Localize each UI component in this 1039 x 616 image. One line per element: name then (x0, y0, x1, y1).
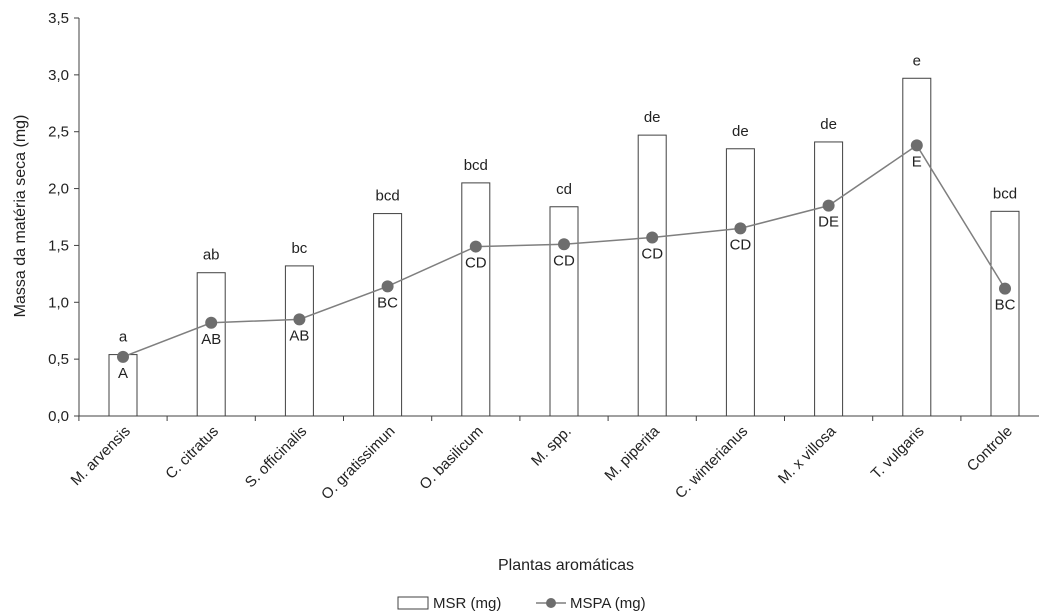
x-tick-label: Controle (964, 423, 1016, 475)
y-tick-label: 3,5 (48, 10, 69, 27)
line-point (999, 282, 1011, 295)
legend: MSR (mg) MSPA (mg) (397, 595, 646, 612)
line-point (469, 240, 482, 253)
line-data-label: CD (641, 245, 663, 262)
y-tick-label: 0,0 (48, 408, 69, 425)
bar-data-label: e (913, 52, 921, 69)
bar (196, 272, 226, 417)
bar (373, 213, 403, 417)
line-point (293, 313, 306, 326)
line-data-label: CD (730, 236, 752, 253)
line-point (117, 350, 129, 363)
bars (108, 77, 1020, 417)
bar-data-label: bcd (993, 185, 1017, 202)
bar-data-label: a (119, 329, 128, 346)
bar-data-label: ab (203, 247, 220, 264)
x-tick-label: C. citratus (162, 423, 222, 483)
line-point (558, 238, 570, 251)
bar-data-label: de (732, 123, 749, 140)
line-data-label: BC (377, 294, 398, 311)
line-data-label: BC (995, 297, 1016, 314)
line-point (381, 280, 394, 293)
x-tick-label: C. winterianus (672, 423, 751, 502)
bar-labels: a ab bc bcd bcd cd de de de e bcd (119, 52, 1017, 345)
line-data-label: A (118, 365, 128, 382)
bar (284, 265, 314, 417)
y-axis-title: Massa da matéria seca (mg) (12, 115, 29, 318)
line-point (910, 139, 923, 152)
y-tick-label: 2,5 (48, 124, 69, 141)
x-tick-label: M. spp. (528, 423, 575, 470)
bar-data-label: bcd (376, 188, 400, 205)
x-axis-title: Plantas aromáticas (498, 557, 634, 574)
y-tick-label: 1,0 (48, 294, 69, 311)
bar (990, 210, 1020, 417)
legend-line-label: MSPA (mg) (570, 595, 646, 612)
legend-bar-label: MSR (mg) (433, 595, 501, 612)
x-axis: M. arvensis C. citratus S. officinalis O. g… (68, 415, 1039, 503)
x-tick-label: S. officinalis (242, 423, 310, 491)
x-tick-label: M. arvensis (68, 423, 134, 489)
bar (549, 206, 579, 417)
bar (637, 134, 667, 417)
line-data-label: AB (289, 327, 309, 344)
line-point (205, 316, 218, 329)
bar-data-label: bc (291, 240, 307, 257)
y-tick-label: 3,0 (48, 67, 69, 84)
legend-line-marker (546, 598, 556, 608)
bar (814, 141, 844, 417)
bar-data-label: cd (556, 181, 572, 198)
y-tick-label: 2,0 (48, 181, 69, 198)
line-data-label: CD (465, 255, 487, 272)
bar-data-label: de (820, 116, 837, 133)
bar (461, 182, 491, 417)
line-point (734, 222, 747, 235)
bar-data-label: bcd (464, 157, 488, 174)
legend-bar-swatch (397, 596, 429, 610)
x-tick-label: M. x villosa (775, 422, 840, 487)
line-data-label: CD (553, 252, 575, 269)
bar (725, 148, 755, 417)
bar (108, 354, 138, 417)
line-data-label: AB (201, 331, 221, 348)
line-point (822, 199, 835, 212)
x-tick-label: M. piperita (601, 422, 663, 484)
bar (902, 77, 932, 417)
x-tick-label: O. basilicum (416, 423, 486, 493)
x-tick-label: T. vulgaris (868, 423, 928, 483)
line-labels: A AB AB BC CD CD CD CD DE E BC (118, 153, 1016, 382)
x-tick-label: O. gratissimun (318, 423, 398, 503)
y-axis: 0,0 0,5 1,0 1,5 2,0 2,5 3,0 3,5 (48, 10, 80, 425)
y-tick-label: 0,5 (48, 351, 69, 368)
line-series (117, 139, 1011, 363)
line-point (646, 231, 659, 244)
bar-data-label: de (644, 109, 661, 126)
line-data-label: E (912, 153, 922, 170)
line-data-label: DE (818, 214, 839, 231)
y-tick-label: 1,5 (48, 237, 69, 254)
